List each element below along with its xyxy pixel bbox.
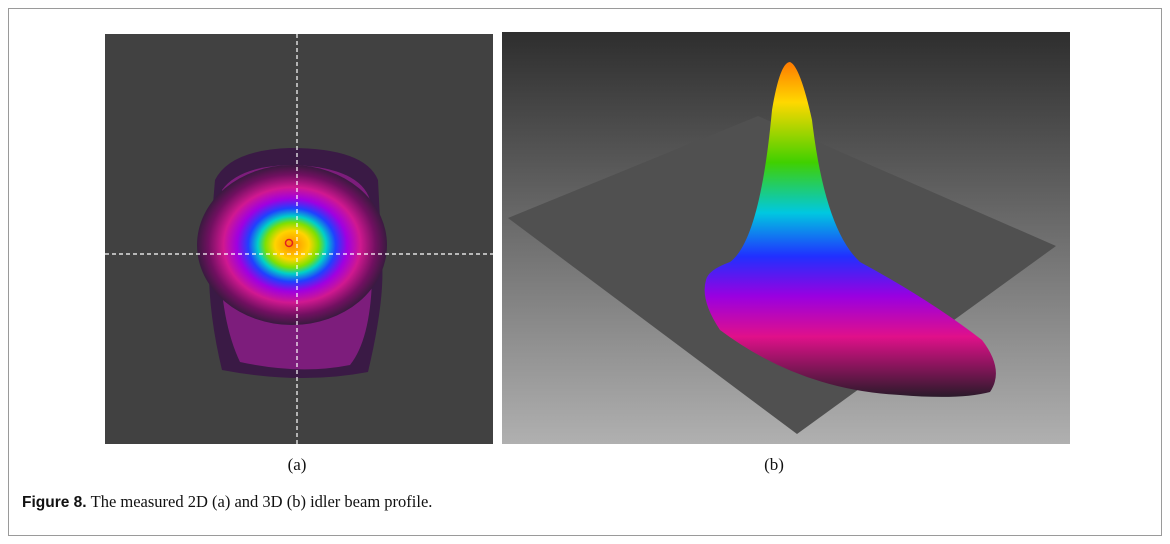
- caption-label: Figure 8.: [22, 494, 87, 511]
- figure-images: [0, 0, 1170, 544]
- caption-text: The measured 2D (a) and 3D (b) idler bea…: [91, 492, 433, 511]
- panel-label: (a): [267, 455, 327, 475]
- page: {"figure": {"panels": [{"label": "(a)"},…: [0, 0, 1170, 544]
- caption: Figure 8.The measured 2D (a) and 3D (b) …: [22, 492, 432, 512]
- panel-label: (b): [744, 455, 804, 475]
- panel-a-image: [105, 34, 493, 444]
- panel-b-image: [502, 32, 1070, 444]
